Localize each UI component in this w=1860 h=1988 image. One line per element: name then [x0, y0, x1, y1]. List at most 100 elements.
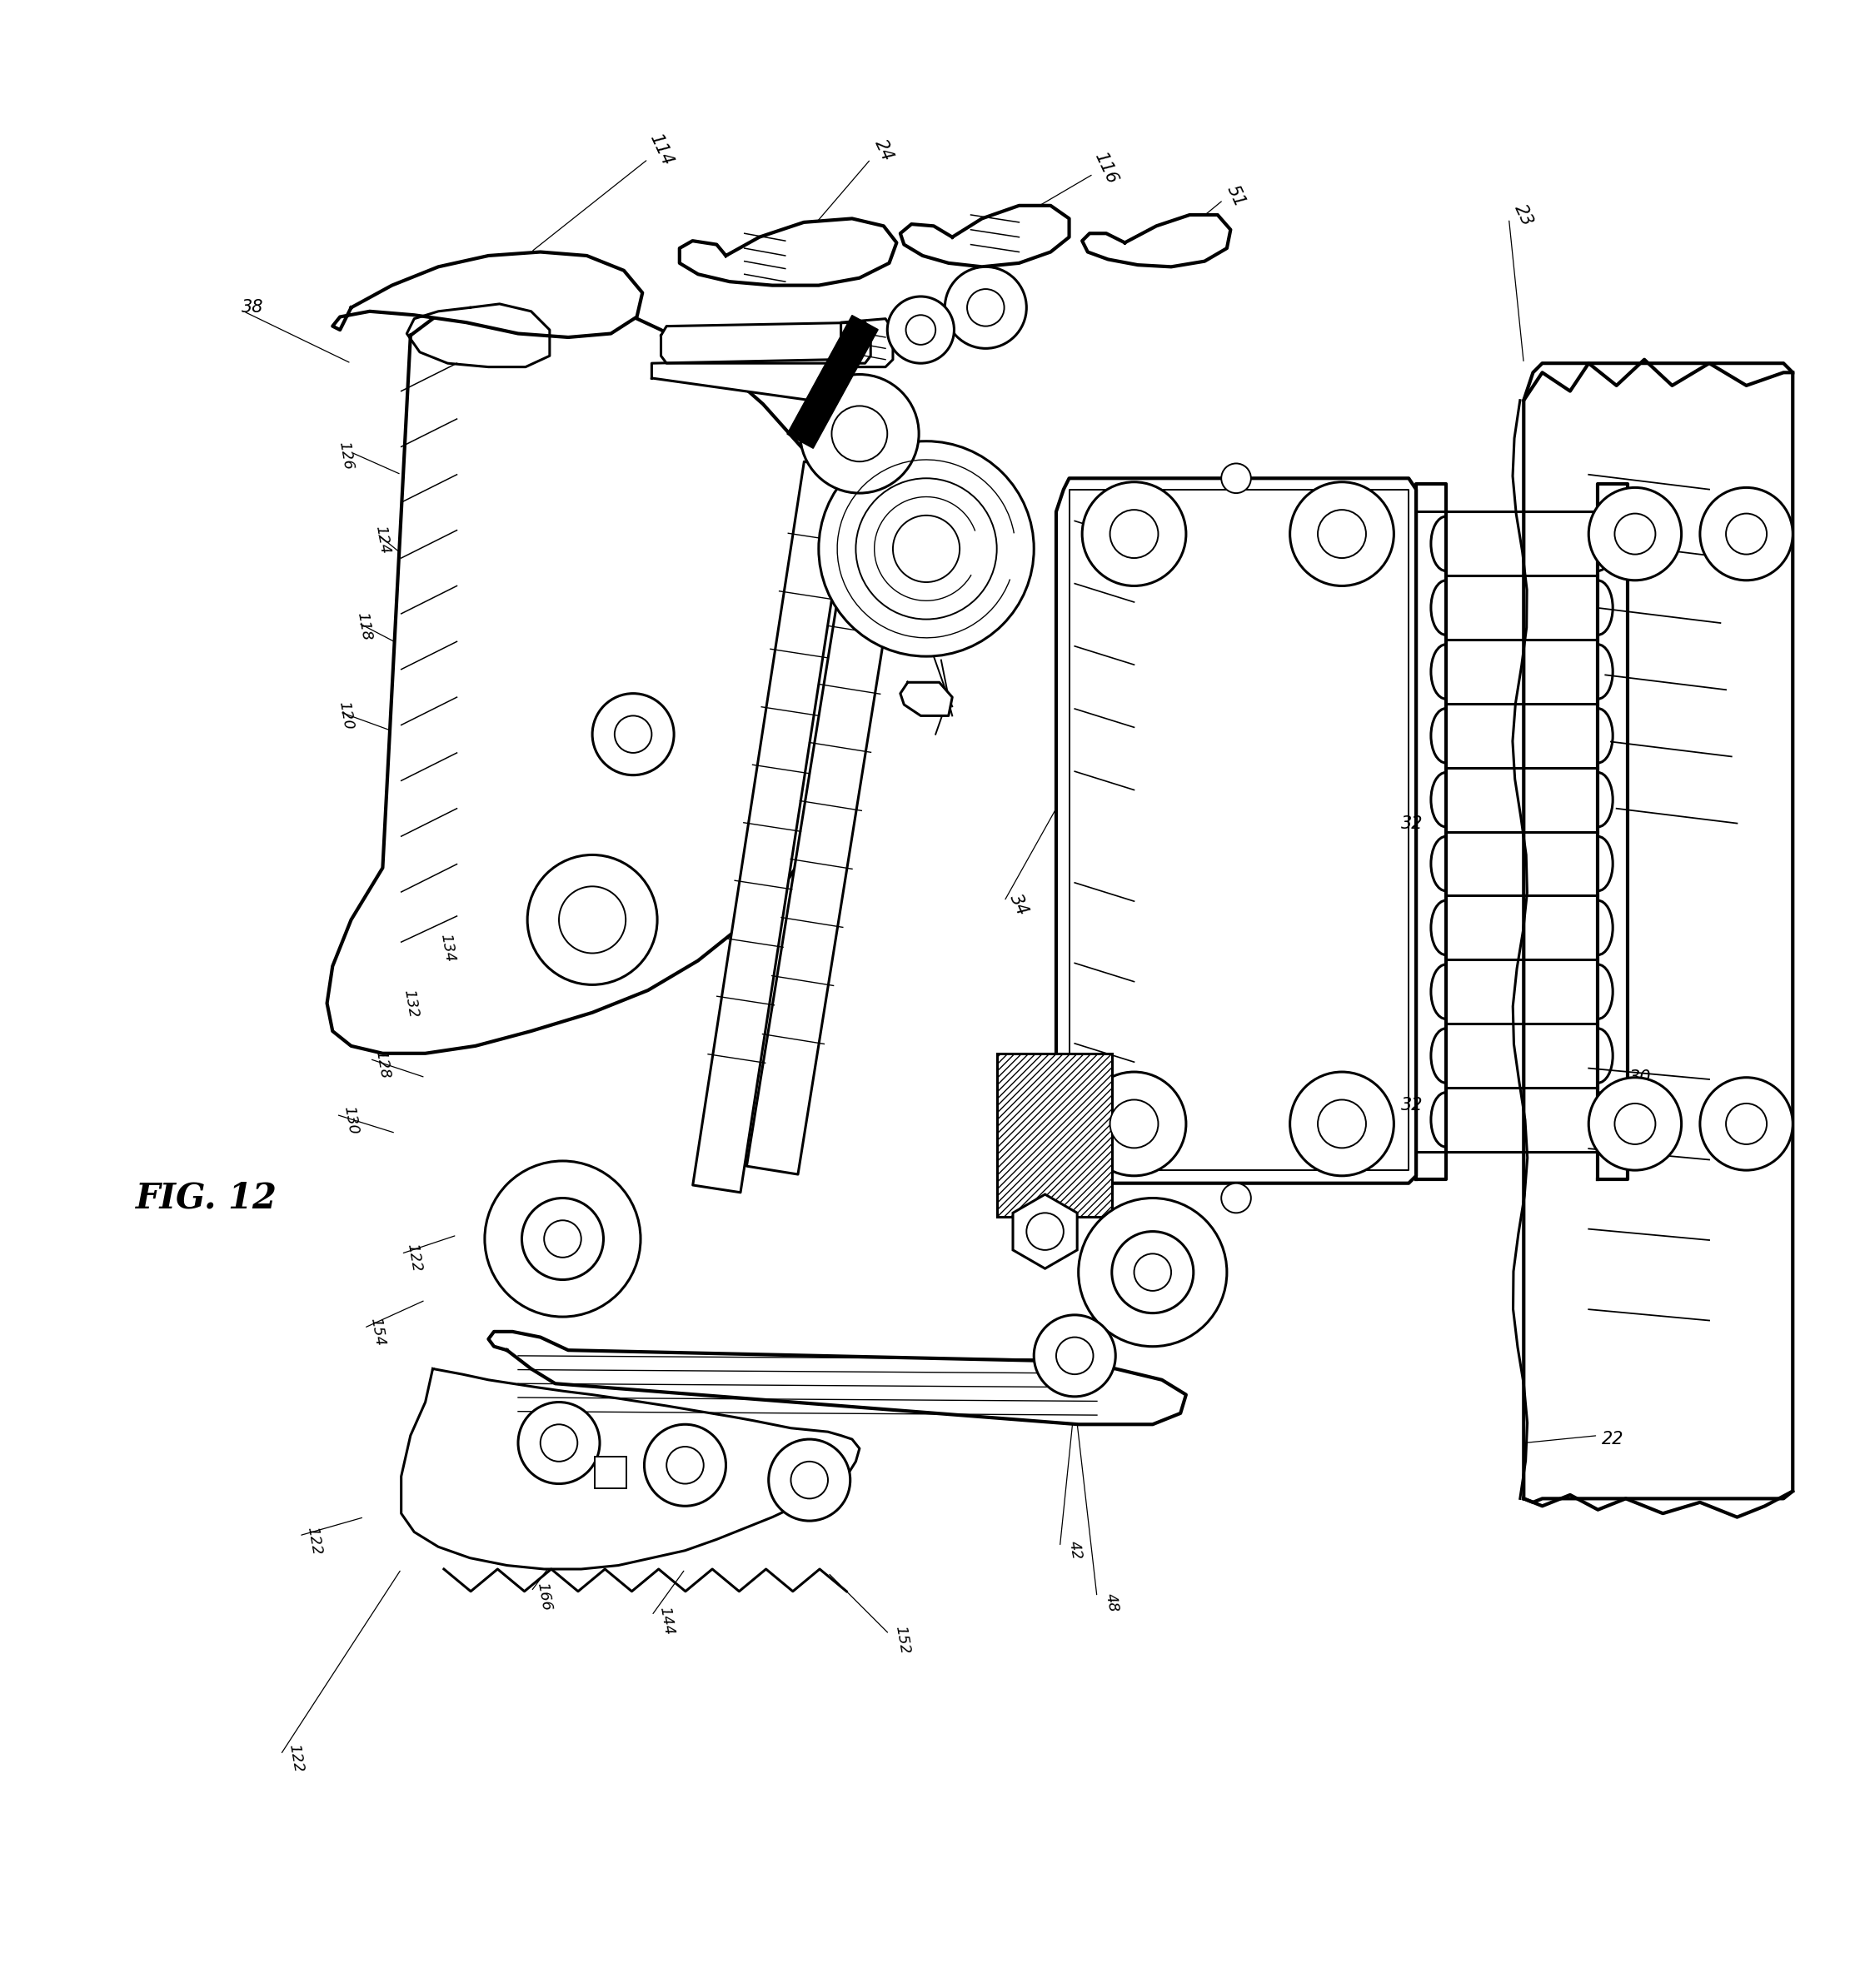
Circle shape	[1726, 1103, 1767, 1145]
Polygon shape	[692, 461, 852, 1193]
Circle shape	[1079, 1199, 1228, 1346]
Circle shape	[1317, 1099, 1365, 1147]
Circle shape	[1110, 509, 1159, 559]
Circle shape	[800, 374, 919, 493]
Circle shape	[1056, 1338, 1094, 1374]
Polygon shape	[900, 682, 952, 716]
Polygon shape	[900, 205, 1070, 266]
Polygon shape	[1415, 483, 1445, 1179]
Polygon shape	[679, 219, 897, 286]
Text: 32: 32	[1401, 1097, 1423, 1113]
Circle shape	[1135, 1254, 1172, 1290]
Text: 144: 144	[657, 1606, 677, 1636]
Text: 126: 126	[335, 441, 355, 471]
Polygon shape	[1083, 215, 1231, 266]
Circle shape	[666, 1447, 703, 1483]
Text: 152: 152	[893, 1624, 911, 1656]
Circle shape	[1700, 487, 1793, 580]
Polygon shape	[402, 1368, 859, 1569]
Circle shape	[1222, 1183, 1252, 1213]
Text: FIG. 12: FIG. 12	[136, 1181, 277, 1215]
Polygon shape	[651, 360, 841, 404]
Circle shape	[1110, 1099, 1159, 1147]
Circle shape	[1614, 1103, 1655, 1145]
Circle shape	[1083, 1072, 1187, 1175]
Text: 38: 38	[1003, 1119, 1025, 1135]
Text: 116: 116	[1092, 149, 1122, 187]
Polygon shape	[660, 322, 870, 364]
Circle shape	[1726, 513, 1767, 555]
Circle shape	[768, 1439, 850, 1521]
Circle shape	[1700, 1077, 1793, 1171]
Text: 118: 118	[353, 610, 374, 642]
Circle shape	[519, 1402, 599, 1483]
Circle shape	[523, 1199, 603, 1280]
Text: 36: 36	[1189, 1268, 1211, 1284]
Circle shape	[1614, 513, 1655, 555]
Polygon shape	[787, 316, 878, 449]
Circle shape	[1588, 1077, 1681, 1171]
Text: 22: 22	[1601, 1431, 1624, 1447]
Text: 24: 24	[870, 137, 897, 163]
Circle shape	[790, 1461, 828, 1499]
Circle shape	[614, 716, 651, 753]
Circle shape	[1083, 481, 1187, 586]
Circle shape	[967, 288, 1004, 326]
Circle shape	[1112, 1231, 1194, 1314]
Text: 166: 166	[534, 1582, 554, 1612]
Circle shape	[591, 694, 673, 775]
Circle shape	[528, 855, 657, 984]
Polygon shape	[333, 252, 642, 338]
Polygon shape	[1014, 1195, 1077, 1268]
Text: 34: 34	[1006, 891, 1030, 918]
Circle shape	[856, 479, 997, 620]
Text: 51: 51	[1224, 183, 1248, 211]
Circle shape	[1291, 481, 1393, 586]
Bar	[997, 1054, 1112, 1217]
Text: 154: 154	[366, 1316, 387, 1348]
Polygon shape	[489, 1332, 1187, 1423]
Circle shape	[1034, 1314, 1116, 1396]
Polygon shape	[595, 1457, 627, 1489]
Circle shape	[541, 1423, 577, 1461]
Circle shape	[818, 441, 1034, 656]
Circle shape	[545, 1221, 580, 1258]
Circle shape	[893, 515, 960, 582]
Text: 122: 122	[305, 1527, 324, 1557]
Circle shape	[1222, 463, 1252, 493]
Text: 30: 30	[1629, 1070, 1652, 1085]
Circle shape	[1291, 1072, 1393, 1175]
Circle shape	[906, 314, 936, 344]
Polygon shape	[327, 292, 878, 1054]
Circle shape	[831, 406, 887, 461]
Text: 132: 132	[400, 988, 420, 1018]
Circle shape	[558, 887, 625, 952]
Circle shape	[887, 296, 954, 364]
Text: 48: 48	[1103, 1592, 1122, 1612]
Polygon shape	[1056, 479, 1415, 1187]
Text: 124: 124	[372, 525, 392, 555]
Circle shape	[1027, 1213, 1064, 1250]
Polygon shape	[692, 461, 852, 1193]
Text: 38: 38	[242, 300, 264, 316]
Text: 128: 128	[372, 1050, 392, 1079]
Circle shape	[1317, 509, 1365, 559]
Circle shape	[644, 1423, 725, 1507]
Text: 42: 42	[1066, 1541, 1084, 1561]
Polygon shape	[746, 437, 915, 1175]
Circle shape	[945, 266, 1027, 348]
Text: 120: 120	[335, 700, 355, 732]
Text: 130: 130	[340, 1105, 361, 1135]
Polygon shape	[1598, 483, 1628, 1179]
Circle shape	[1588, 487, 1681, 580]
Polygon shape	[746, 437, 915, 1175]
Polygon shape	[841, 318, 893, 368]
Text: 23: 23	[1512, 201, 1536, 229]
Text: 122: 122	[286, 1743, 305, 1773]
Text: 122: 122	[404, 1242, 424, 1272]
Polygon shape	[1523, 364, 1793, 1503]
Text: 32: 32	[1401, 815, 1423, 831]
Circle shape	[485, 1161, 640, 1316]
Text: 134: 134	[437, 932, 458, 962]
Text: 114: 114	[647, 131, 675, 169]
